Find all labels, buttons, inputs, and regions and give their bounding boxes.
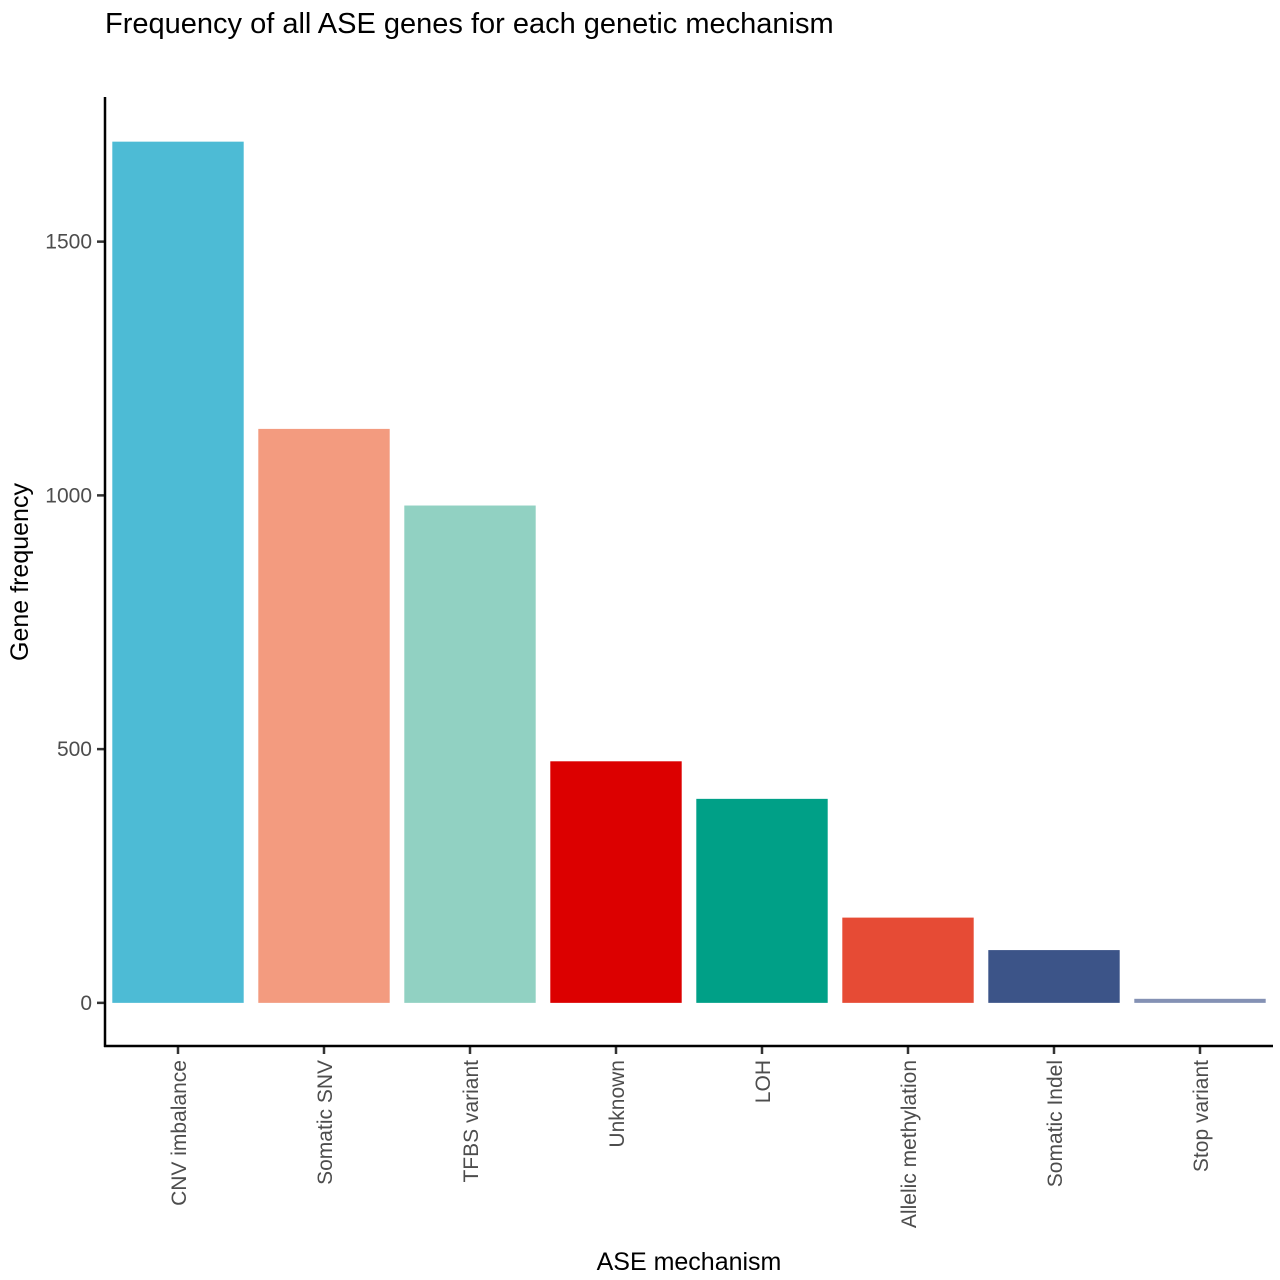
bar	[988, 950, 1120, 1003]
y-axis-title: Gene frequency	[6, 483, 34, 661]
x-axis-title: ASE mechanism	[597, 1248, 782, 1276]
bars-group	[112, 141, 1266, 1003]
bar	[1134, 998, 1266, 1003]
chart-title: Frequency of all ASE genes for each gene…	[105, 8, 834, 40]
x-tick-label: Somatic SNV	[314, 1060, 337, 1185]
x-tick-label: Unknown	[606, 1060, 629, 1148]
y-tick-label: 1500	[45, 231, 92, 254]
y-axis: 0 500 1000 1500	[45, 97, 107, 1047]
bar	[112, 141, 244, 1003]
bar	[550, 761, 682, 1003]
x-tick-label: CNV imbalance	[168, 1060, 191, 1206]
y-tick-label: 0	[80, 992, 92, 1015]
bar	[258, 428, 390, 1003]
y-tick-label: 1000	[45, 484, 92, 507]
x-tick-label: Allelic methylation	[898, 1060, 921, 1228]
x-tick-label: LOH	[752, 1060, 775, 1103]
bar	[696, 798, 828, 1003]
bar	[842, 917, 974, 1003]
y-tick-label: 500	[57, 738, 92, 761]
x-tick-label: Stop variant	[1190, 1060, 1213, 1172]
x-tick-label: Somatic Indel	[1044, 1060, 1067, 1187]
x-tick-label: TFBS variant	[460, 1060, 483, 1183]
x-axis: CNV imbalance Somatic SNV TFBS variant Unkn…	[104, 1044, 1273, 1228]
bar	[404, 505, 536, 1003]
